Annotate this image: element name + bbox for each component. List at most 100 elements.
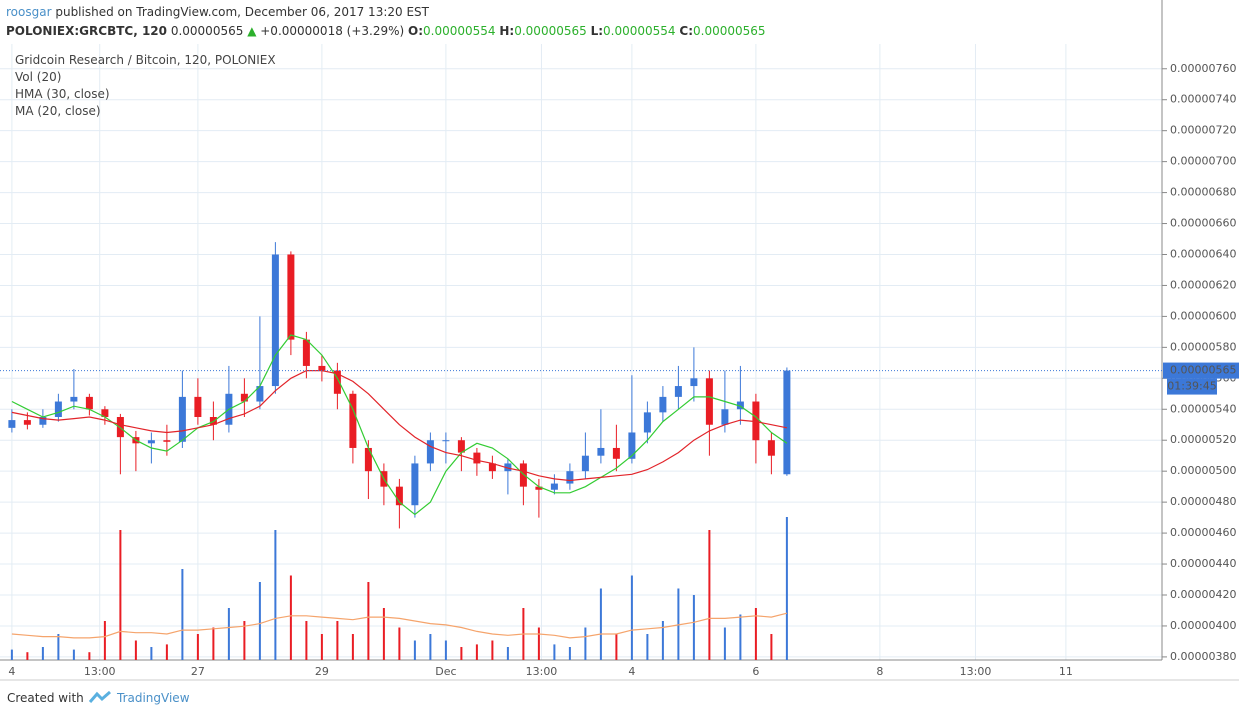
volume-bar (196, 634, 199, 660)
candle-body (163, 440, 171, 442)
candle-body (426, 440, 434, 464)
candle-body (240, 393, 248, 402)
volume-bar (692, 595, 695, 660)
author[interactable]: roosgar (6, 5, 52, 19)
volume-bar (10, 649, 13, 660)
candle-body (23, 420, 31, 425)
candle-body (659, 396, 667, 413)
y-tick-label: 0.00000480 (1170, 495, 1236, 508)
y-tick-label: 0.00000540 (1170, 402, 1236, 415)
x-tick-label: 11 (1059, 665, 1073, 678)
ohlc-value: 0.00000554 (423, 24, 496, 38)
x-tick-label: 13:00 (526, 665, 558, 678)
volume-bar (475, 644, 478, 660)
volume-bar (568, 647, 571, 660)
volume-bar (227, 608, 230, 660)
countdown: 01:39:45 (1167, 380, 1216, 393)
volume-bar (398, 627, 401, 660)
volume-bar (26, 652, 29, 660)
volume-bar (630, 575, 633, 660)
volume-bar (754, 608, 757, 660)
x-tick-label: 29 (315, 665, 329, 678)
x-tick-label: Dec (435, 665, 456, 678)
y-tick-label: 0.00000700 (1170, 155, 1236, 168)
y-tick-label: 0.00000420 (1170, 588, 1236, 601)
candle-body (147, 440, 155, 444)
ohlc-value: 0.00000565 (514, 24, 587, 38)
y-tick-label: 0.00000680 (1170, 186, 1236, 199)
volume-bar (785, 517, 788, 660)
candle-body (318, 365, 326, 371)
volume-bar (584, 627, 587, 660)
volume-bar (677, 588, 680, 660)
volume-bar (258, 582, 261, 660)
volume-bar (336, 621, 339, 660)
candle-body (783, 370, 791, 475)
x-tick-label: 13:00 (84, 665, 116, 678)
volume-bar (491, 640, 494, 660)
brand[interactable]: TradingView (117, 691, 190, 705)
candle-body (54, 401, 62, 418)
candle-body (581, 455, 589, 472)
logo (88, 690, 111, 703)
last-price-label: 0.00000565 (1170, 364, 1236, 377)
volume-bar (661, 621, 664, 660)
x-tick-label: 8 (876, 665, 883, 678)
change: +0.00000018 (+3.29%) (260, 24, 405, 38)
candle-body (287, 254, 295, 340)
volume-bar (708, 530, 711, 660)
candle-body (736, 401, 744, 410)
volume-bar (460, 647, 463, 660)
candle-body (690, 378, 698, 387)
candle-body (473, 452, 481, 464)
legend-item: HMA (30, close) (15, 87, 110, 101)
volume-bar (72, 649, 75, 660)
volume-bar (134, 640, 137, 660)
header: roosgar published on TradingView.com, De… (6, 3, 766, 41)
candle-body (349, 393, 357, 448)
candle-body (504, 463, 512, 472)
ohlc-value: 0.00000565 (693, 24, 766, 38)
candle-body (535, 486, 543, 490)
x-tick-label: 6 (752, 665, 759, 678)
candle-body (271, 254, 279, 387)
candle-body (364, 447, 372, 472)
indicator-line (11, 334, 788, 516)
volume-bar (429, 634, 432, 660)
candle-body (597, 447, 605, 456)
candle-body (643, 412, 651, 433)
candle-body (194, 396, 202, 418)
ohlc-label: O: (408, 24, 424, 38)
x-tick-label: 4 (628, 665, 635, 678)
y-tick-label: 0.00000720 (1170, 124, 1236, 137)
candle-body (628, 432, 636, 459)
volume-bar (615, 634, 618, 660)
candle-body (612, 447, 620, 459)
candle-body (70, 396, 78, 402)
volume-bar (305, 621, 308, 660)
volume-bar (103, 621, 106, 660)
volume-bar (553, 644, 556, 660)
volume-bar (181, 569, 184, 660)
candle-body (178, 396, 186, 442)
candle-body (256, 386, 264, 402)
candle-body (333, 370, 341, 394)
legend: Gridcoin Research / Bitcoin, 120, POLONI… (15, 52, 276, 120)
y-tick-label: 0.00000500 (1170, 464, 1236, 477)
candle-body (302, 339, 310, 366)
volume-bar (770, 634, 773, 660)
candle-body (8, 420, 16, 428)
volume-bar (367, 582, 370, 660)
y-tick-label: 0.00000740 (1170, 93, 1236, 106)
y-tick-label: 0.00000440 (1170, 557, 1236, 570)
x-tick-label: 4 (8, 665, 15, 678)
volume-bar (212, 627, 215, 660)
volume-bar (57, 634, 60, 660)
candle-body (767, 440, 775, 456)
y-tick-label: 0.00000580 (1170, 340, 1236, 353)
candle-body (488, 463, 496, 472)
candle-body (457, 440, 465, 453)
candle-body (101, 409, 109, 418)
chart: 4 13:00 27 29 Dec 13:00 4 6 8 13:00 11 0.00000380 0.… (0, 0, 1239, 681)
